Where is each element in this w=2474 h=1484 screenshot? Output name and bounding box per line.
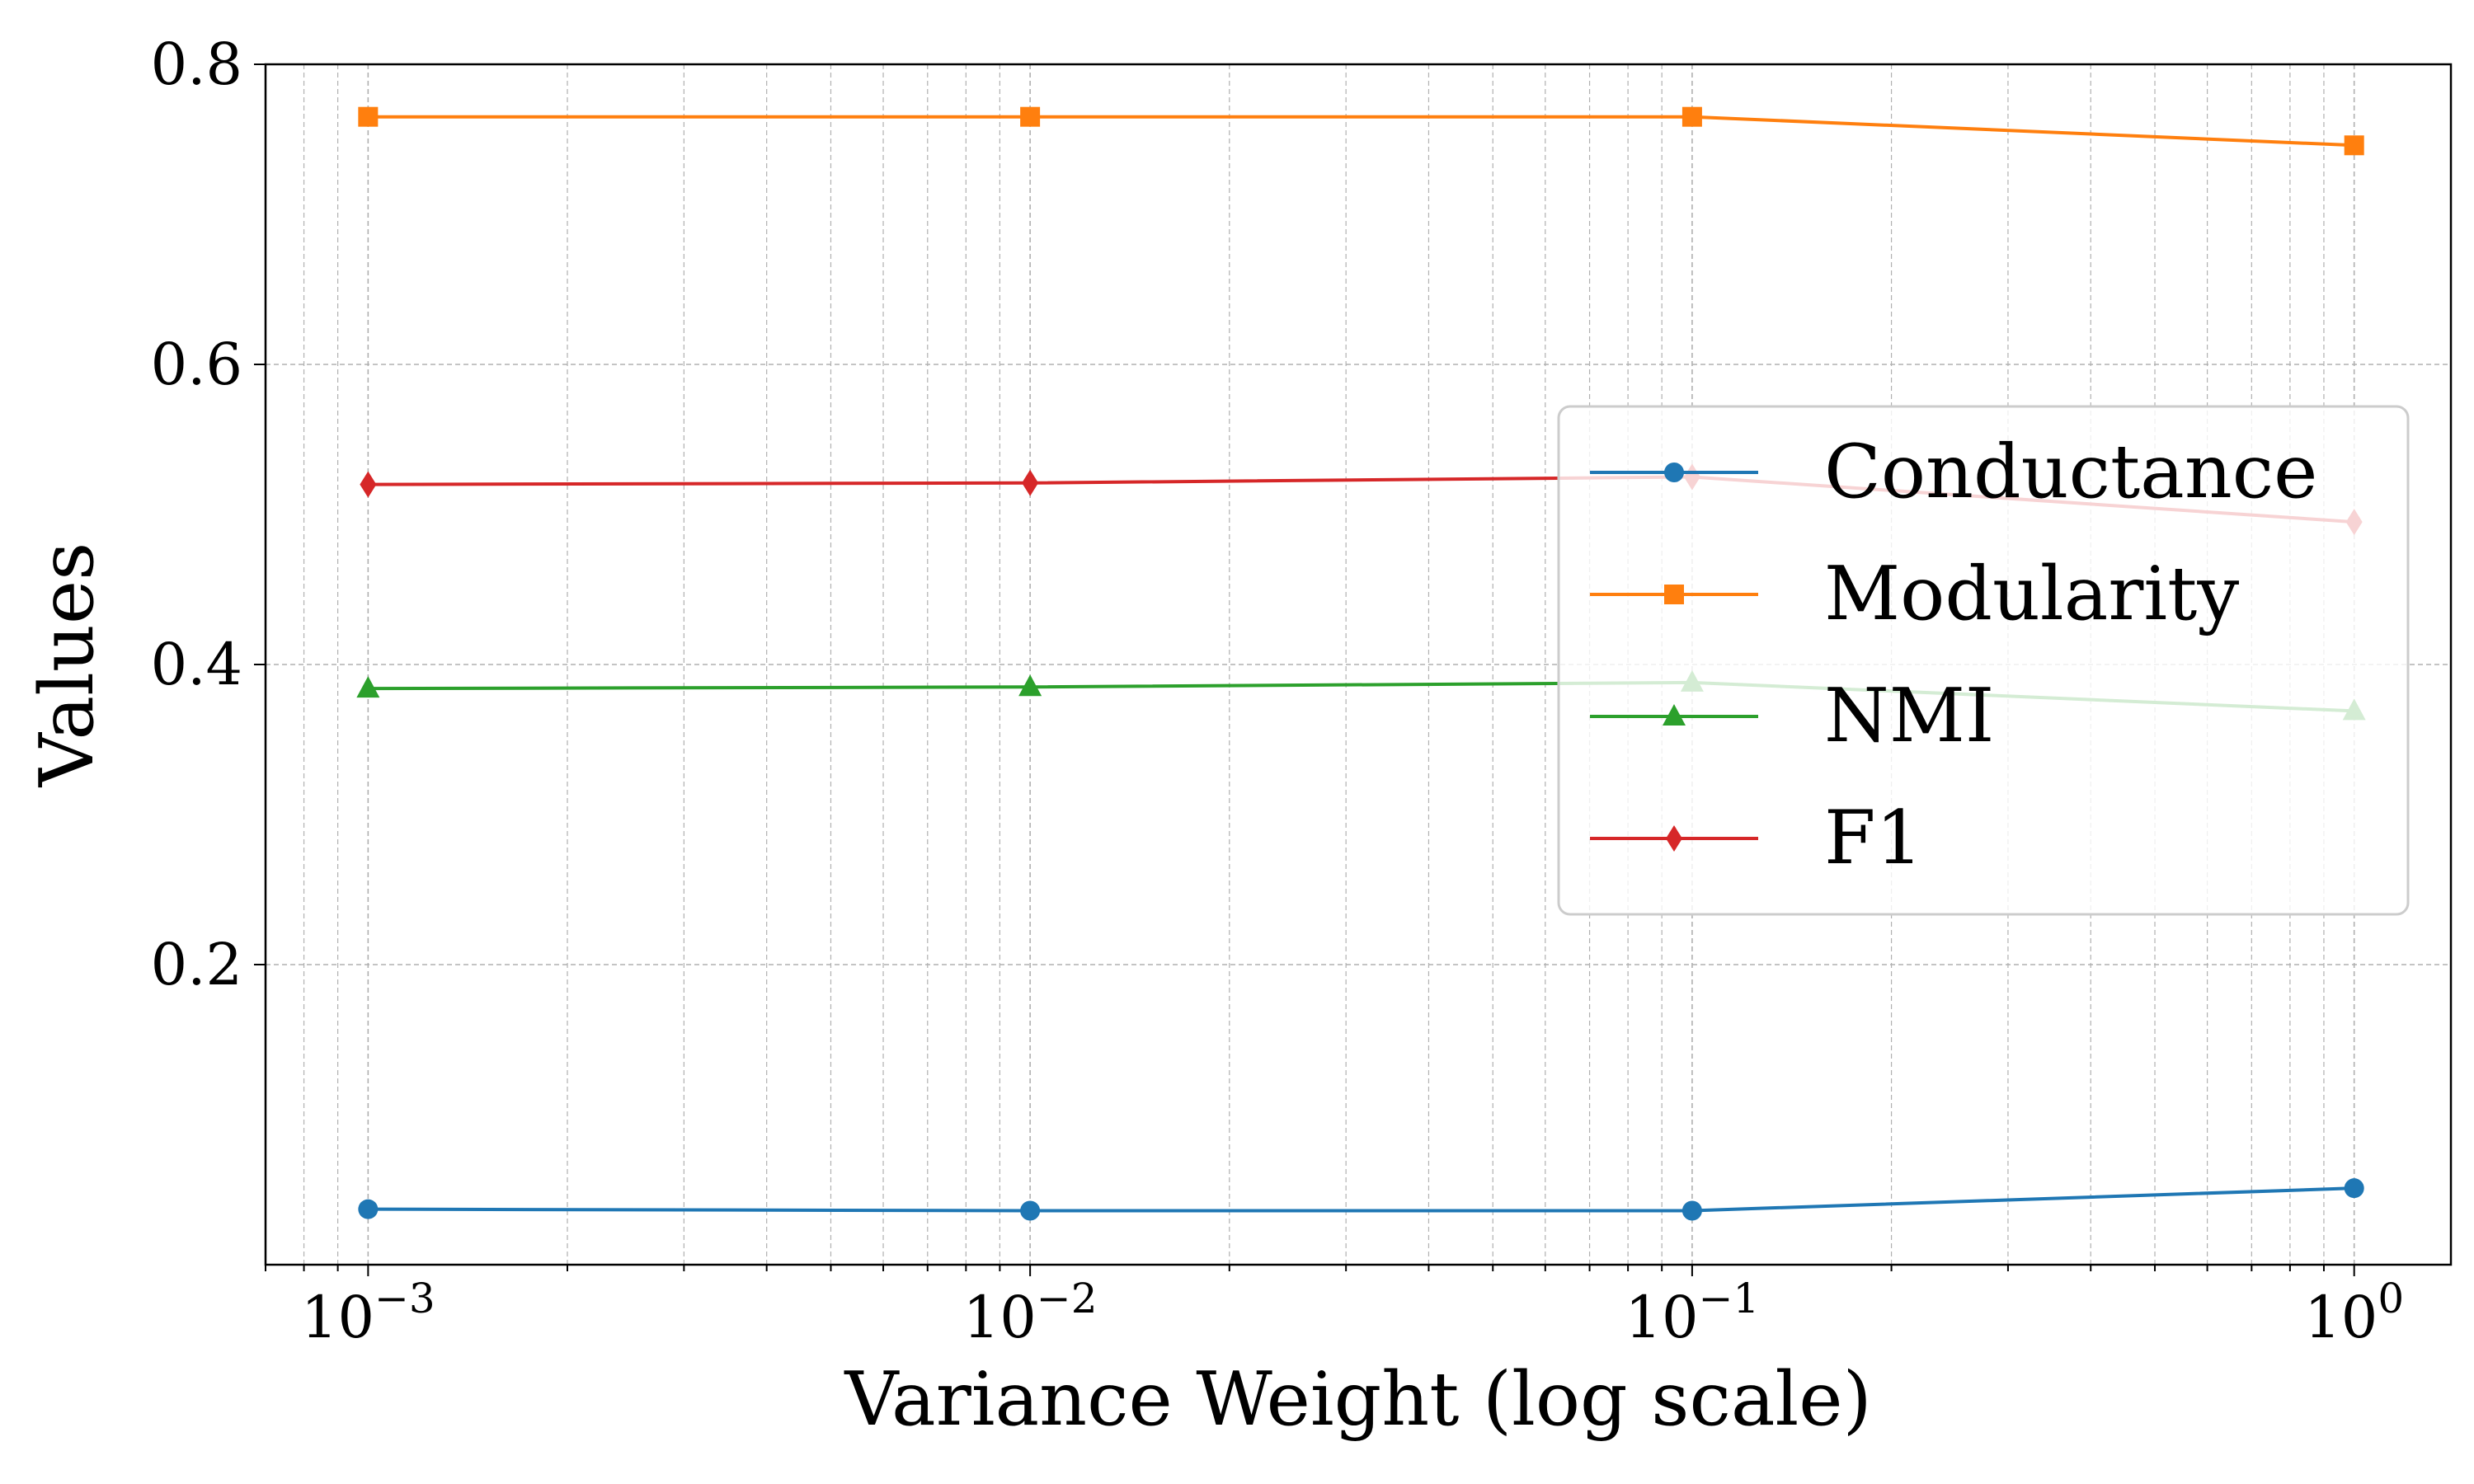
legend: Conductance Modularity NMI F1 [1557, 405, 2410, 916]
x-axis-label: Variance Weight (log scale) [844, 1356, 1871, 1443]
legend-marker [1666, 825, 1682, 852]
legend-marker [1663, 704, 1686, 726]
legend-entry: Modularity [1590, 551, 2239, 637]
legend-label: Conductance [1824, 429, 2317, 515]
data-point [356, 676, 380, 698]
legend-entry: NMI [1590, 673, 1994, 759]
data-point [1018, 674, 1042, 697]
series-line [368, 1186, 2354, 1213]
data-point [2344, 135, 2364, 156]
x-tick-label: 10−1 [1625, 1275, 1760, 1351]
y-tick-label: 0.6 [151, 331, 242, 398]
data-point [1681, 1200, 1702, 1221]
series-line [368, 115, 2354, 148]
data-point [1681, 106, 1702, 127]
data-point [1022, 469, 1039, 496]
axis-ticks: 0.2 0.4 0.6 0.8 10−3 10−2 10−1 100 [151, 31, 2404, 1351]
data-point [358, 1199, 379, 1219]
legend-label: NMI [1824, 673, 1994, 759]
legend-marker [1664, 585, 1684, 604]
x-tick-label: 100 [2304, 1275, 2404, 1351]
data-point [358, 106, 379, 127]
legend-label: Modularity [1824, 551, 2239, 637]
y-tick-label: 0.8 [151, 31, 242, 98]
legend-marker [1664, 463, 1684, 482]
y-tick-label: 0.4 [151, 631, 242, 698]
legend-box [1557, 405, 2410, 916]
data-point [1020, 1200, 1041, 1221]
series-conductance [358, 1178, 2364, 1221]
y-tick-label: 0.2 [151, 931, 242, 998]
legend-entry: Conductance [1590, 429, 2317, 515]
series-modularity [358, 106, 2364, 156]
x-tick-label: 10−2 [963, 1275, 1098, 1351]
data-point [2344, 1178, 2364, 1199]
legend-entry: F1 [1590, 795, 1923, 881]
x-tick-label: 10−3 [301, 1275, 435, 1351]
data-point [360, 471, 377, 498]
data-point [1020, 106, 1041, 127]
legend-label: F1 [1824, 795, 1923, 881]
y-axis-label: Values [24, 542, 111, 788]
